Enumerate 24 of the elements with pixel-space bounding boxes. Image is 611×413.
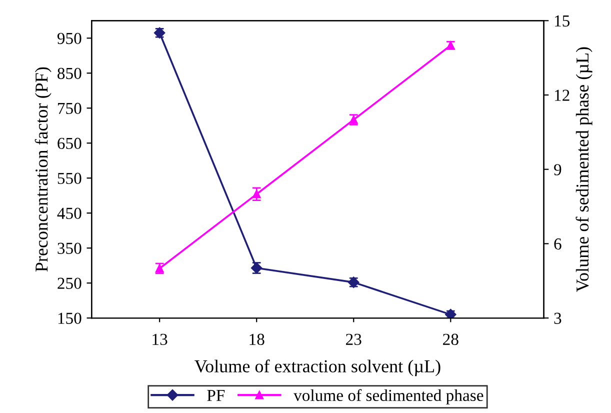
y-tick-label: 350 <box>58 242 82 254</box>
y2-tick-label: 12 <box>554 90 570 101</box>
x-tick-label: 13 <box>152 334 168 346</box>
legend-label: PF <box>207 390 225 401</box>
y-tick-label: 750 <box>58 102 82 114</box>
x-axis-title: Volume of extraction solvent (µL) <box>194 360 440 376</box>
y2-tick-label: 9 <box>554 164 562 176</box>
y-tick-label: 250 <box>58 278 82 289</box>
point <box>252 190 261 198</box>
y-tick-label: 850 <box>58 68 82 80</box>
y2-tick-label: 3 <box>554 312 562 324</box>
y2-tick-label: 6 <box>554 238 562 250</box>
y-tick-label: 950 <box>57 32 82 44</box>
y-tick-label: 550 <box>58 172 82 184</box>
x-tick-label: 23 <box>346 334 362 346</box>
legend-label: volume of sedimented phase <box>294 389 484 404</box>
x-tick-label: 18 <box>250 334 264 346</box>
y2-tick-label: 15 <box>554 15 570 27</box>
x-tick-label: 28 <box>443 334 458 346</box>
y-tick-label: 650 <box>58 138 82 150</box>
y2-axis-title: Volume of sedimented phase (µL) <box>576 47 592 292</box>
y-tick-label: 450 <box>57 208 82 220</box>
y-tick-label: 150 <box>58 312 82 324</box>
y-axis-title: Preconcentration factor (PF) <box>34 67 52 272</box>
